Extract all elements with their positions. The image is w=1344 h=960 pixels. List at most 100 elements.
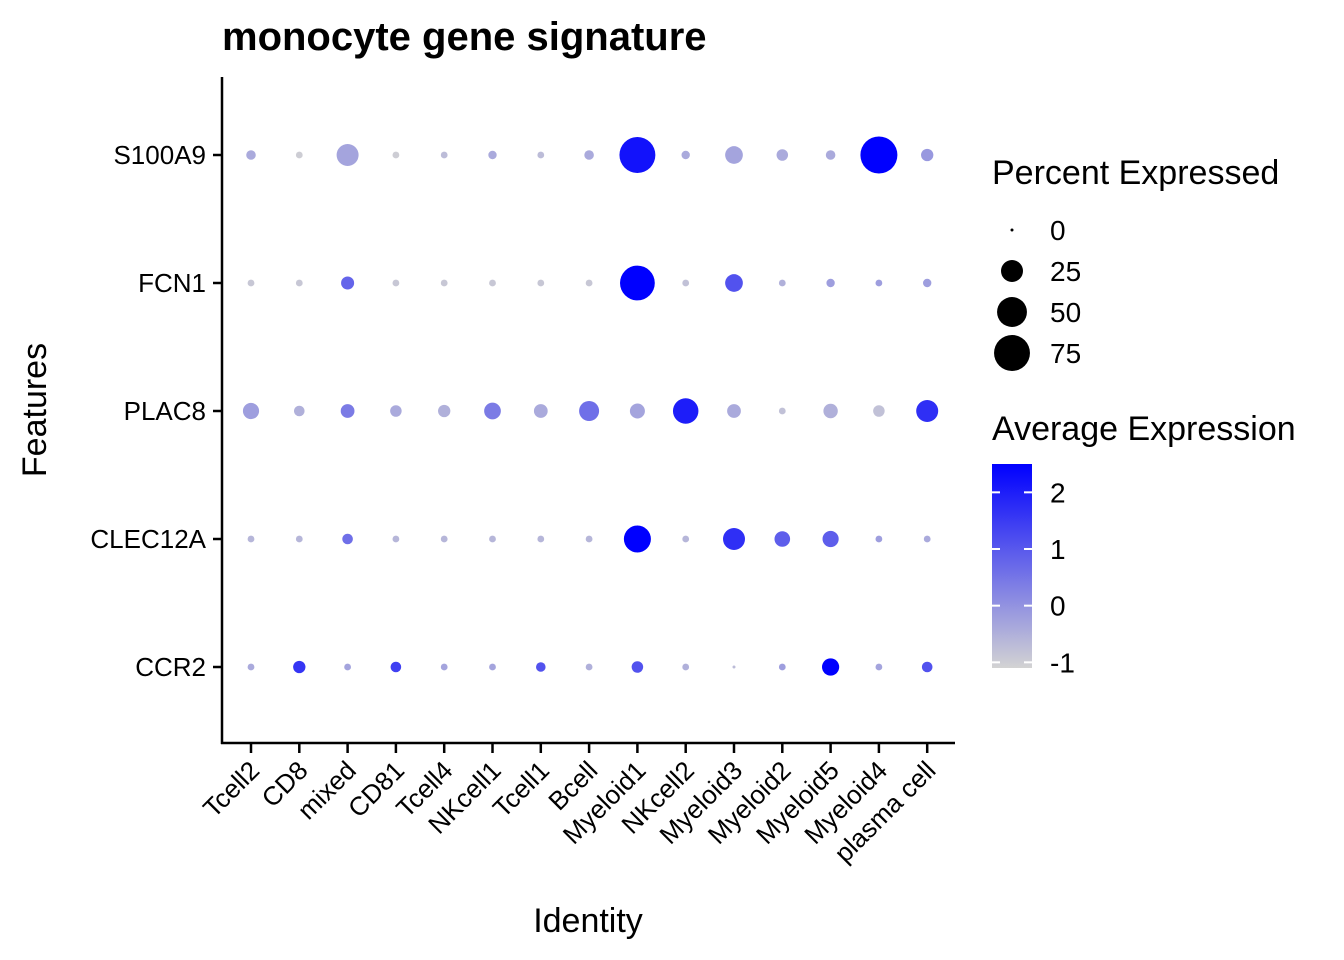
dot-plac8-nkcell1 [484, 402, 501, 420]
dot-fcn1-cd8 [295, 279, 303, 287]
dot-clec12a-plasma-cell [923, 535, 931, 543]
dot-fcn1-mixed [341, 276, 355, 290]
dot-clec12a-myeloid2 [774, 531, 791, 547]
dot-plac8-mixed [340, 404, 355, 418]
dot-s100a9-myeloid4 [860, 136, 898, 174]
size-legend-label: 75 [1050, 338, 1081, 369]
dot-plac8-nkcell2 [672, 398, 699, 424]
chart-title: monocyte gene signature [222, 15, 707, 59]
dot-s100a9-nkcell1 [488, 150, 497, 160]
y-tick-label-s100a9: S100A9 [113, 140, 206, 170]
dot-ccr2-plasma-cell [921, 661, 933, 673]
dot-ccr2-mixed [344, 663, 351, 671]
dot-plac8-tcell2 [242, 402, 260, 420]
dot-plac8-cd81 [390, 405, 402, 417]
dot-ccr2-tcell4 [440, 663, 448, 671]
y-axis-title: Features [16, 343, 54, 477]
dot-plac8-myeloid2 [778, 407, 786, 415]
dot-clec12a-nkcell2 [682, 535, 690, 543]
dot-clec12a-myeloid5 [822, 530, 839, 548]
colorbar-tick-label: -1 [1050, 647, 1075, 678]
dot-ccr2-myeloid1 [631, 661, 644, 673]
dot-plac8-plasma-cell [916, 400, 939, 422]
dot-clec12a-cd81 [392, 535, 400, 543]
dot-fcn1-myeloid4 [875, 279, 883, 287]
dot-fcn1-nkcell1 [489, 279, 496, 287]
dot-s100a9-mixed [336, 144, 359, 166]
dot-clec12a-myeloid3 [723, 528, 745, 550]
dot-ccr2-myeloid5 [821, 658, 840, 676]
dot-plac8-tcell1 [533, 404, 548, 418]
color-legend-title: Average Expression [992, 410, 1296, 448]
dot-plac8-myeloid1 [629, 403, 645, 419]
dot-clec12a-tcell2 [247, 535, 255, 543]
dot-clec12a-mixed [342, 533, 353, 545]
dot-s100a9-tcell2 [246, 150, 256, 160]
plot-area: S100A9 FCN1 PLAC8 CLEC12A CCR2 Tcell2CD8mixe… [90, 77, 955, 868]
dot-s100a9-plasma-cell [921, 148, 934, 162]
y-tick-label-fcn1: FCN1 [138, 268, 206, 298]
dot-fcn1-myeloid3 [725, 274, 743, 292]
dot-plac8-myeloid5 [823, 403, 838, 419]
dots [242, 136, 939, 676]
x-axis-ticks: Tcell2CD8mixedCD81Tcell4NKcell1Tcell1Bce… [197, 743, 941, 868]
dot-fcn1-tcell4 [440, 279, 448, 287]
size-legend-label: 25 [1050, 256, 1081, 287]
dot-ccr2-tcell1 [536, 662, 546, 672]
dot-s100a9-cd81 [392, 151, 400, 159]
dot-s100a9-tcell4 [440, 151, 448, 159]
colorbar-ticks: -1 0 1 2 [992, 477, 1075, 678]
x-axis-title: Identity [533, 902, 643, 940]
dot-fcn1-bcell [585, 279, 593, 287]
dot-fcn1-tcell1 [537, 279, 545, 287]
colorbar-tick-label: 0 [1050, 591, 1066, 622]
y-tick-label-plac8: PLAC8 [124, 396, 206, 426]
dot-ccr2-nkcell1 [489, 663, 496, 671]
dot-ccr2-cd81 [390, 661, 402, 673]
dot-ccr2-myeloid2 [778, 663, 786, 671]
dot-plac8-bcell [579, 401, 600, 421]
dot-fcn1-plasma-cell [923, 278, 932, 288]
size-legend-items: 0 25 50 75 [994, 215, 1081, 371]
size-legend: Percent Expressed 0 25 50 75 [992, 154, 1279, 371]
size-legend-dot [1010, 228, 1014, 232]
dot-s100a9-bcell [584, 150, 594, 160]
dot-s100a9-myeloid1 [619, 137, 656, 173]
dot-s100a9-nkcell2 [681, 150, 690, 160]
dot-plac8-myeloid3 [727, 404, 741, 418]
dot-clec12a-myeloid4 [875, 535, 883, 543]
y-tick-label-ccr2: CCR2 [135, 652, 206, 682]
size-legend-label: 0 [1050, 215, 1066, 246]
dot-clec12a-cd8 [295, 535, 303, 543]
dot-ccr2-nkcell2 [682, 663, 690, 671]
colorbar [992, 464, 1032, 668]
dot-fcn1-tcell2 [247, 279, 255, 287]
dot-clec12a-nkcell1 [489, 535, 496, 543]
size-legend-dot [997, 297, 1027, 327]
colorbar-tick-label: 2 [1050, 477, 1066, 508]
dot-ccr2-cd8 [293, 660, 306, 674]
x-tick-label-tcell2: Tcell2 [197, 755, 265, 823]
dot-fcn1-nkcell2 [682, 279, 690, 287]
dot-ccr2-myeloid4 [875, 663, 883, 671]
y-tick-label-clec12a: CLEC12A [90, 524, 206, 554]
dot-s100a9-tcell1 [537, 151, 545, 159]
dot-s100a9-myeloid5 [825, 150, 836, 160]
dot-plac8-myeloid4 [873, 405, 885, 417]
dot-clec12a-tcell1 [537, 535, 545, 543]
dot-ccr2-myeloid3 [732, 665, 736, 669]
size-legend-dot [1001, 260, 1023, 282]
dot-plac8-cd8 [294, 405, 305, 417]
dot-fcn1-myeloid5 [826, 278, 835, 288]
x-tick-label-tcell1: Tcell1 [487, 755, 555, 823]
dot-s100a9-myeloid3 [725, 146, 743, 164]
dot-s100a9-cd8 [295, 151, 303, 159]
dot-fcn1-myeloid1 [620, 265, 655, 301]
dot-ccr2-bcell [585, 663, 593, 671]
dot-fcn1-cd81 [392, 279, 400, 287]
size-legend-label: 50 [1050, 297, 1081, 328]
dot-plac8-tcell4 [438, 404, 451, 418]
color-legend: Average Expression -1 0 1 2 [992, 410, 1296, 678]
dot-clec12a-bcell [585, 535, 593, 543]
